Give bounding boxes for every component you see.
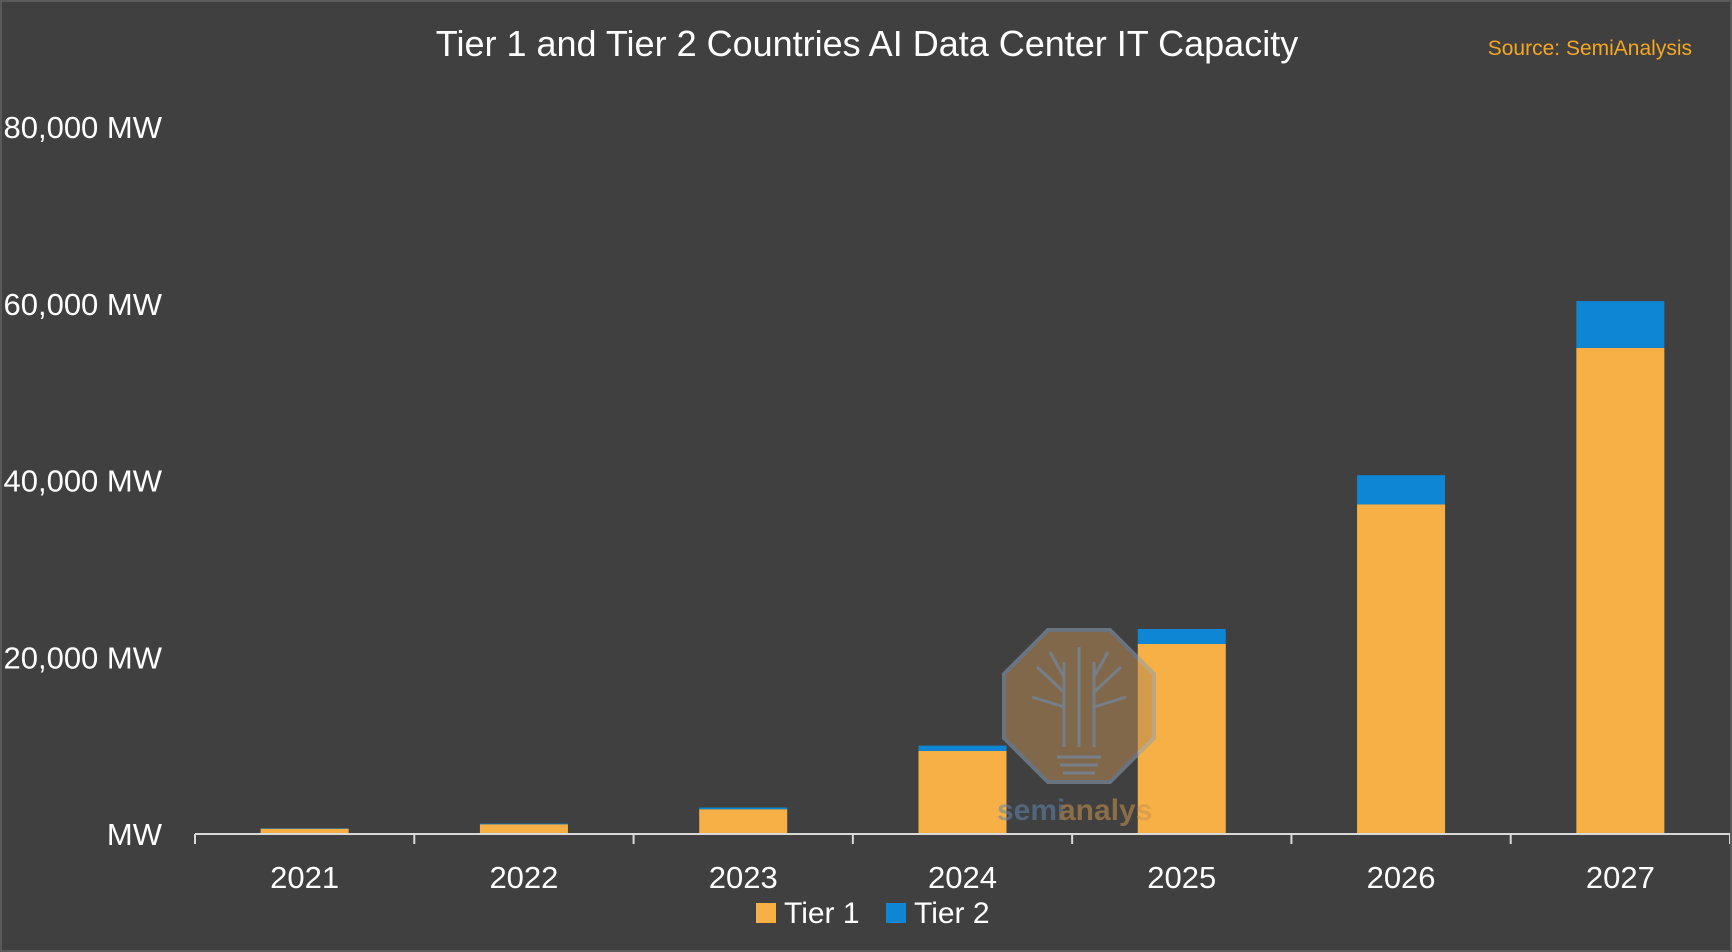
y-tick-label: 20,000 MW xyxy=(3,640,162,675)
bar-tier-2-2022 xyxy=(479,823,568,825)
watermark-wordmark: semi analys xyxy=(997,794,1152,827)
legend-swatch-tier-1 xyxy=(756,903,776,923)
y-tick-label: 40,000 MW xyxy=(3,464,162,499)
bar-tier-2-2023 xyxy=(699,807,788,810)
bar-tier-1-2022 xyxy=(479,824,568,834)
bar-tier-2-2025 xyxy=(1137,628,1226,644)
y-tick-label: 80,000 MW xyxy=(3,110,162,145)
bar-tier-1-2023 xyxy=(699,809,788,834)
bars-group xyxy=(260,301,1665,834)
legend-label: Tier 2 xyxy=(914,897,990,930)
bar-tier-2-2024 xyxy=(918,745,1007,751)
y-tick-label: MW xyxy=(107,817,163,852)
x-tick-label: 2027 xyxy=(1586,860,1655,895)
x-tick-label: 2024 xyxy=(928,860,997,895)
y-tick-label: 60,000 MW xyxy=(3,287,162,322)
x-tick-label: 2022 xyxy=(489,860,558,895)
x-tick-label: 2025 xyxy=(1147,860,1216,895)
legend-swatch-tier-2 xyxy=(886,903,906,923)
x-tick-label: 2021 xyxy=(270,860,339,895)
x-tick-label: 2026 xyxy=(1367,860,1436,895)
legend: Tier 1 Tier 2 xyxy=(756,897,990,930)
bar-tier-1-2027 xyxy=(1576,347,1665,834)
y-axis: MW 20,000 MW 40,000 MW 60,000 MW 80,000 MW xyxy=(3,110,162,852)
bar-tier-1-2026 xyxy=(1357,504,1446,834)
chart-title: Tier 1 and Tier 2 Countries AI Data Cent… xyxy=(436,23,1298,64)
legend-label: Tier 1 xyxy=(784,897,860,930)
source-label: Source: SemiAnalysis xyxy=(1488,37,1692,60)
bar-tier-2-2027 xyxy=(1576,301,1665,348)
bar-tier-1-2024 xyxy=(918,750,1007,834)
x-tick-label: 2023 xyxy=(709,860,778,895)
svg-text:semi: semi xyxy=(997,794,1065,827)
watermark-logo: semi analys xyxy=(997,628,1156,827)
x-axis: 2021 2022 2023 2024 2025 2026 2027 xyxy=(194,834,1730,895)
bar-tier-2-2026 xyxy=(1357,475,1446,505)
bar-tier-1-2021 xyxy=(260,828,349,834)
svg-text:analys: analys xyxy=(1059,794,1152,827)
tree-icon xyxy=(1031,647,1127,775)
